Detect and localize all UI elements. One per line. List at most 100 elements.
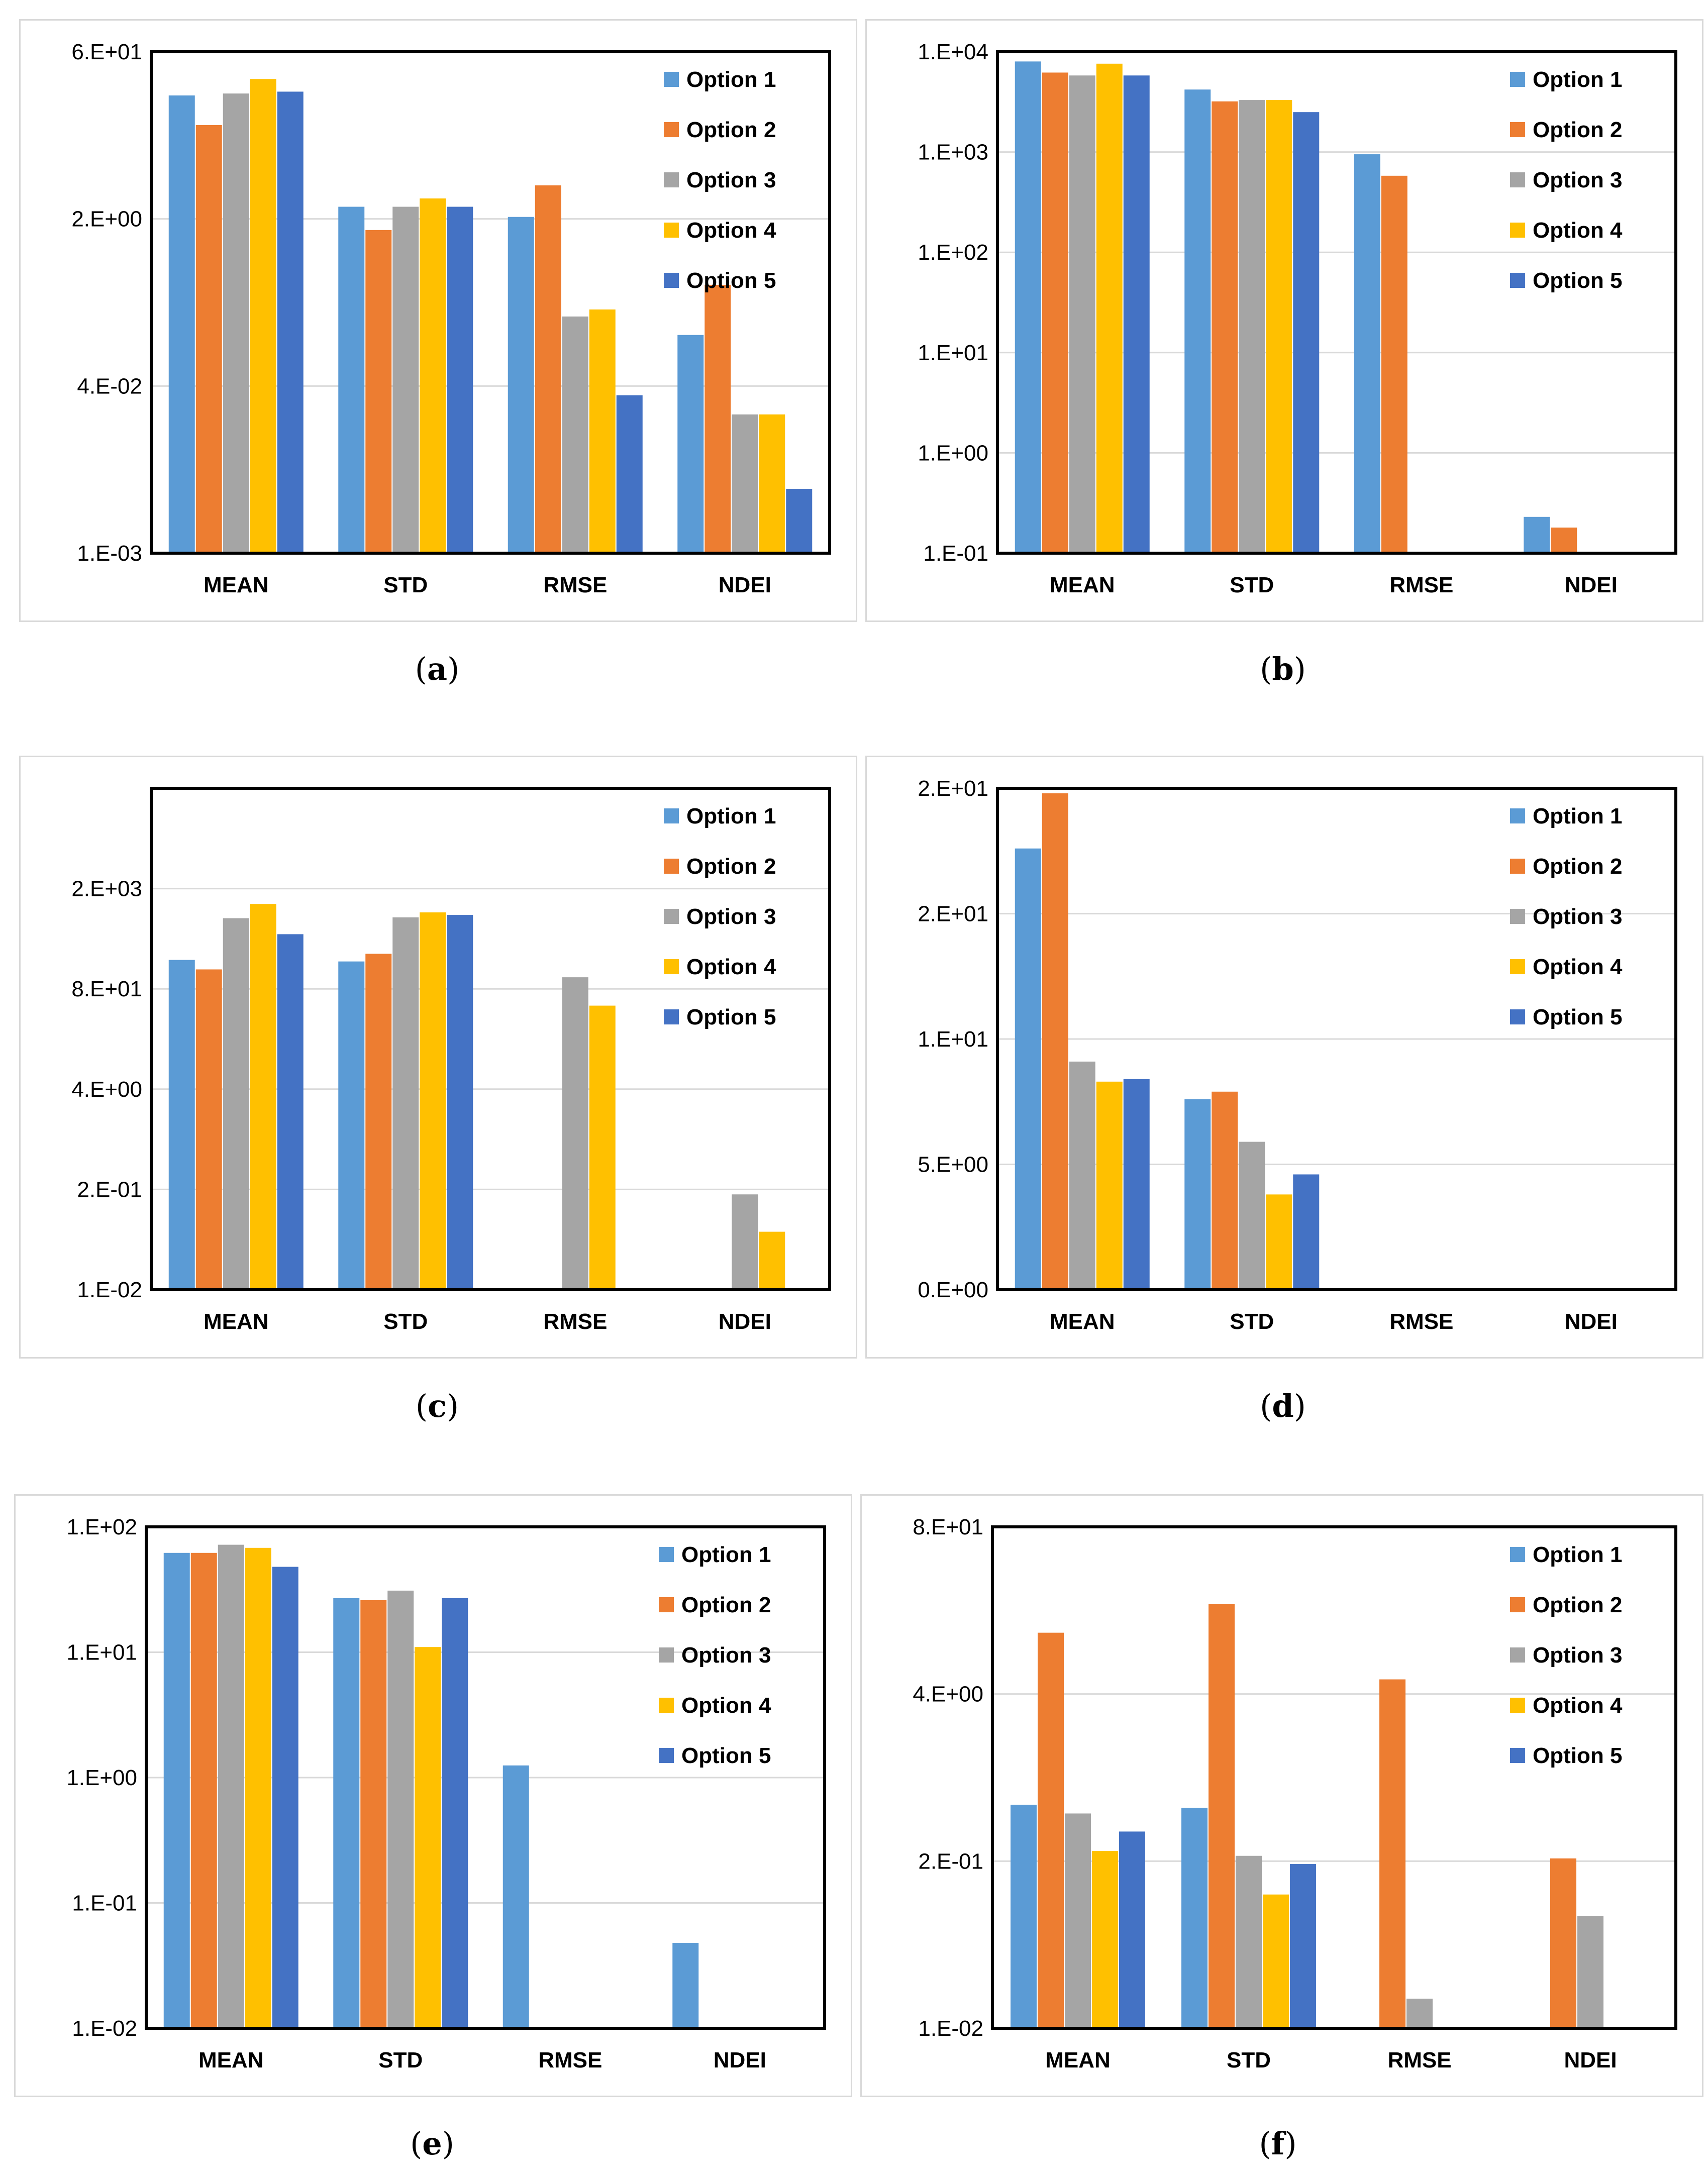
bar-std-option-4: [1266, 1194, 1292, 1290]
bar-ndei-option-2: [1550, 1858, 1576, 2028]
bar-rmse-option-1: [508, 217, 534, 553]
legend-label-option-1: Option 1: [1533, 804, 1622, 828]
plot-frame: [150, 50, 831, 555]
legend-swatch-option-5: [1510, 1009, 1525, 1024]
bar-rmse-option-1: [1354, 154, 1380, 553]
bar-mean-option-2: [195, 125, 222, 553]
x-category-label: NDEI: [1564, 2048, 1617, 2073]
bar-rmse-option-3: [1406, 1999, 1433, 2028]
plot-frame: [145, 1525, 826, 2030]
bar-rmse-option-2: [1381, 175, 1408, 553]
bar-mean-option-5: [1119, 1831, 1145, 2028]
legend-label-option-2: Option 2: [686, 118, 776, 142]
legend-label-option-2: Option 2: [686, 854, 776, 879]
bar-ndei-option-1: [677, 335, 704, 553]
bar-std-option-5: [447, 206, 473, 553]
bar-std-option-3: [387, 1590, 414, 2028]
bar-mean-option-4: [1096, 63, 1123, 553]
bar-mean-option-4: [1096, 1081, 1123, 1290]
legend-label-option-2: Option 2: [1533, 118, 1622, 142]
chart-panel-d: 0.E+00 5.E+00 1.E+01 2.E+01 2.E+01 MEAN STD RMS…: [865, 756, 1703, 1359]
bar-std-option-2: [1212, 101, 1238, 553]
bar-mean-option-1: [1011, 1804, 1037, 2028]
bar-mean-option-1: [168, 960, 195, 1290]
bar-ndei-option-1: [672, 1943, 699, 2028]
caption-f: (f): [1259, 2125, 1297, 2162]
bar-std-option-3: [392, 206, 419, 553]
legend-swatch-option-1: [659, 1547, 674, 1562]
caption-a: (a): [415, 651, 460, 687]
y-tick-label: 1.E-03: [77, 541, 142, 566]
x-category-label: MEAN: [1050, 1309, 1115, 1334]
y-tick-label: 1.E+03: [918, 140, 988, 165]
plot-frame: [991, 1525, 1677, 2030]
y-tick-label: 1.E+01: [918, 1027, 988, 1052]
bar-ndei-option-1: [1524, 516, 1550, 553]
x-category-label: STD: [1230, 1309, 1274, 1334]
bar-std-option-1: [338, 961, 365, 1290]
legend-label-option-4: Option 4: [686, 218, 776, 243]
bar-std-option-5: [442, 1598, 468, 2028]
legend-label-option-3: Option 3: [686, 168, 776, 192]
chart-panel-b: 1.E-01 1.E+00 1.E+01 1.E+02 1.E+03 1.E+04 MEAN…: [865, 19, 1703, 622]
chart-e: 1.E-02 1.E-01 1.E+00 1.E+01 1.E+02 MEAN STD RMS…: [66, 1515, 826, 2073]
legend-label-option-5: Option 5: [681, 1743, 771, 1768]
bar-std-option-5: [1293, 1174, 1320, 1290]
legend-swatch-option-5: [664, 273, 679, 288]
y-tick-label: 2.E+01: [918, 776, 988, 801]
x-category-label: MEAN: [198, 2048, 264, 2073]
bar-std-option-3: [1236, 1855, 1262, 2028]
bar-std-option-2: [1212, 1091, 1238, 1290]
legend-swatch-option-1: [1510, 808, 1525, 823]
x-category-label: RMSE: [543, 573, 607, 597]
y-tick-label: 2.E+00: [71, 207, 142, 232]
bar-mean-option-5: [1123, 1079, 1150, 1290]
y-tick-label: 1.E+01: [918, 341, 988, 365]
bar-ndei-option-2: [1551, 528, 1577, 553]
bar-std-option-4: [1266, 100, 1292, 553]
bar-std-option-5: [1293, 112, 1320, 554]
legend-label-option-4: Option 4: [1533, 218, 1623, 243]
bar-ndei-option-3: [732, 1194, 758, 1290]
bar-mean-option-3: [223, 918, 249, 1290]
legend-swatch-option-4: [659, 1698, 674, 1713]
bar-std-option-1: [333, 1598, 360, 2028]
x-category-label: STD: [383, 573, 428, 597]
legend-label-option-5: Option 5: [686, 1005, 776, 1029]
legend-label-option-3: Option 3: [1533, 168, 1622, 192]
bar-mean-option-3: [223, 93, 249, 553]
y-tick-label: 1.E+00: [918, 441, 988, 465]
bar-mean-option-5: [272, 1567, 298, 2028]
bar-std-option-2: [365, 230, 392, 553]
legend-label-option-1: Option 1: [686, 67, 776, 92]
bar-mean-option-4: [245, 1547, 271, 2028]
legend-label-option-5: Option 5: [1533, 1005, 1622, 1029]
bar-std-option-1: [1184, 89, 1211, 553]
chart-c: 1.E-02 2.E-01 4.E+00 8.E+01 2.E+03 MEAN STD RMS…: [71, 787, 831, 1334]
x-category-label: STD: [383, 1309, 428, 1334]
x-category-label: NDEI: [1565, 573, 1618, 597]
bar-rmse-option-5: [616, 395, 643, 553]
x-category-label: NDEI: [714, 2048, 766, 2073]
y-tick-label: 4.E+00: [71, 1077, 142, 1102]
x-category-label: MEAN: [1045, 2048, 1111, 2073]
y-tick-label: 1.E-02: [72, 2016, 137, 2041]
y-tick-label: 1.E+00: [66, 1766, 137, 1790]
y-tick-label: 2.E-01: [77, 1177, 142, 1202]
bar-mean-option-5: [277, 91, 304, 554]
bar-mean-option-5: [277, 934, 304, 1290]
bar-mean-option-2: [195, 969, 222, 1290]
bar-mean-option-2: [1038, 1632, 1064, 2028]
bar-ndei-option-3: [732, 414, 758, 553]
legend-swatch-option-1: [1510, 1547, 1525, 1562]
legend-swatch-option-4: [1510, 223, 1525, 238]
legend-swatch-option-3: [664, 909, 679, 924]
bar-mean-option-4: [250, 79, 276, 554]
legend-label-option-4: Option 4: [1533, 955, 1623, 979]
x-category-label: RMSE: [1389, 573, 1453, 597]
bar-mean-option-3: [1069, 1061, 1095, 1290]
y-tick-label: 1.E+01: [66, 1640, 137, 1665]
y-tick-label: 1.E+02: [918, 240, 988, 265]
bar-std-option-3: [392, 917, 419, 1290]
x-category-label: STD: [1227, 2048, 1271, 2073]
